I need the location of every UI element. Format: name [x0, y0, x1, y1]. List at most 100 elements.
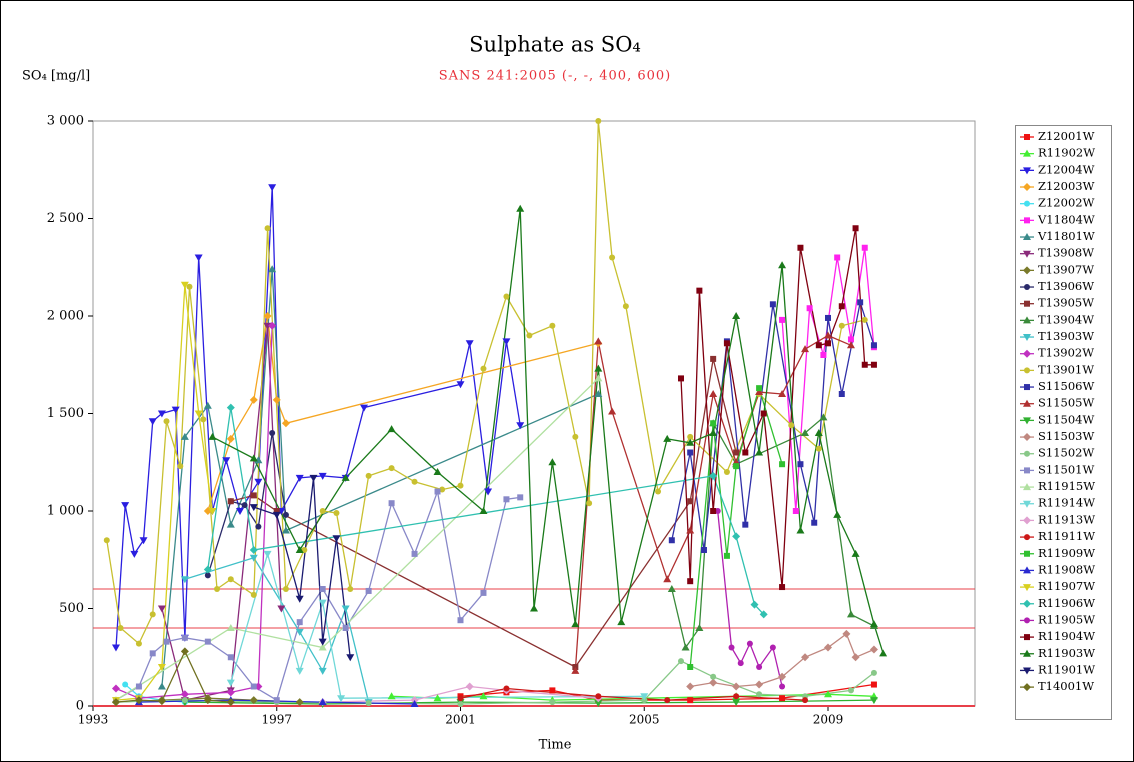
marker [833, 510, 842, 518]
marker [186, 283, 193, 290]
legend-label: R11907W [1038, 579, 1095, 593]
marker [268, 321, 277, 330]
legend-label: T13901W [1038, 362, 1094, 376]
marker [847, 336, 854, 343]
marker [1023, 167, 1031, 175]
marker [226, 520, 235, 528]
marker [686, 438, 695, 446]
marker [346, 654, 355, 662]
marker [1024, 450, 1030, 457]
marker [824, 331, 832, 339]
legend-label: R11902W [1038, 146, 1095, 160]
marker [778, 261, 787, 269]
marker [756, 664, 763, 670]
series-line [460, 687, 806, 701]
series-line [574, 334, 852, 671]
marker [756, 385, 763, 392]
y-tick-label: 3 000 [47, 114, 84, 129]
marker [457, 617, 464, 624]
marker [457, 701, 464, 708]
marker [847, 687, 854, 694]
marker [502, 338, 511, 346]
marker [797, 461, 804, 468]
marker [1023, 683, 1031, 692]
legend-label: T13905W [1038, 296, 1094, 310]
marker [319, 586, 326, 592]
marker [1023, 667, 1031, 675]
marker [200, 416, 207, 423]
marker [586, 500, 593, 507]
marker [861, 244, 868, 251]
marker [410, 700, 419, 708]
legend-label: R11909W [1038, 546, 1095, 560]
marker [820, 352, 827, 358]
marker [530, 604, 538, 612]
marker [194, 410, 203, 418]
marker [801, 429, 810, 436]
series-line [184, 557, 370, 703]
chart-title: Sulphate as SO₄ [469, 33, 641, 57]
marker [341, 605, 350, 613]
marker [806, 305, 813, 312]
series-line [115, 284, 214, 701]
marker [742, 521, 749, 528]
legend-label: S11502W [1038, 446, 1094, 460]
marker [687, 578, 694, 585]
marker [779, 683, 786, 690]
marker [465, 682, 474, 691]
marker [710, 673, 717, 680]
marker [695, 624, 704, 631]
marker [365, 472, 372, 479]
marker [226, 434, 235, 443]
marker [838, 391, 845, 397]
marker [503, 293, 510, 300]
legend-label: Z12001W [1038, 129, 1095, 143]
marker [710, 355, 717, 362]
marker [479, 692, 488, 700]
marker [594, 337, 603, 345]
legend-label: T13902W [1038, 346, 1094, 360]
marker [241, 502, 248, 509]
marker [439, 486, 446, 493]
marker [318, 698, 327, 706]
marker [282, 586, 289, 592]
marker [456, 381, 465, 389]
marker [1024, 467, 1030, 474]
marker [779, 461, 786, 468]
marker [139, 537, 148, 545]
marker [157, 410, 166, 418]
marker [1023, 433, 1031, 442]
marker [571, 620, 580, 628]
marker [571, 666, 580, 674]
marker [295, 698, 304, 707]
marker [792, 508, 799, 514]
marker [797, 244, 804, 251]
marker [250, 683, 257, 690]
marker [480, 589, 487, 596]
marker [479, 507, 488, 514]
marker [503, 685, 510, 692]
legend-label: Z12003W [1038, 179, 1095, 193]
marker [163, 418, 170, 425]
marker [194, 254, 203, 262]
marker [282, 511, 289, 518]
series-line [115, 649, 231, 703]
marker [203, 565, 212, 574]
marker [732, 532, 741, 541]
marker [295, 546, 304, 553]
marker [273, 508, 280, 514]
marker [122, 681, 129, 688]
marker [134, 696, 143, 705]
marker [733, 463, 740, 470]
marker [709, 678, 718, 687]
marker [1023, 149, 1031, 157]
marker [760, 410, 767, 417]
marker [255, 523, 262, 530]
marker [709, 471, 718, 480]
marker [755, 388, 764, 396]
marker [595, 693, 602, 700]
marker [825, 314, 831, 321]
y-tick-label: 2 000 [47, 309, 84, 324]
marker [295, 474, 304, 482]
marker [411, 478, 418, 485]
